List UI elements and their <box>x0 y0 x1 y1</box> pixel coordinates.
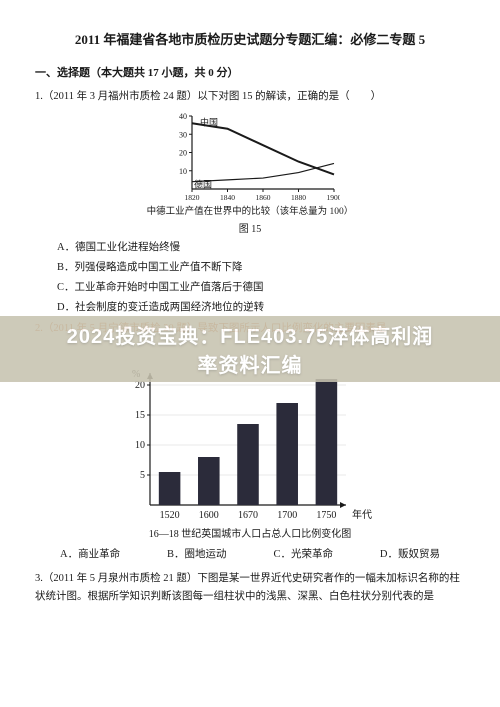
section-header: 一、选择题（本大题共 17 小题，共 0 分） <box>35 65 465 83</box>
overlay-line-2: 率资料汇编 <box>198 349 303 378</box>
svg-text:中国: 中国 <box>200 117 218 128</box>
q3-stem: 3.（2011 年 5 月泉州市质检 21 题）下图是某一世界近代史研究者作的一… <box>35 570 465 606</box>
q1-options: A．德国工业化进程始终慢 B．列强侵略造成中国工业产值不断下降 C．工业革命开始… <box>35 240 465 316</box>
svg-text:1840: 1840 <box>220 193 235 202</box>
svg-text:1750: 1750 <box>316 510 336 521</box>
svg-text:德国: 德国 <box>194 179 212 190</box>
q1-chart-caption: 图 15 <box>239 222 262 238</box>
q1-stem: 1.（2011 年 3 月福州市质检 24 题）以下对图 15 的解读，正确的是… <box>35 88 465 106</box>
document-title: 2011 年福建省各地市质检历史试题分专题汇编：必修二专题 5 <box>35 30 465 51</box>
svg-text:1670: 1670 <box>238 510 258 521</box>
q2-option-a: A．商业革命 <box>60 547 120 564</box>
q1-option-d: D．社会制度的变迁造成两国经济地位的逆转 <box>57 300 465 317</box>
svg-text:10: 10 <box>179 167 187 176</box>
q2-option-b: B．圈地运动 <box>167 547 227 564</box>
q1-chart-subcaption: 中德工业产值在世界中的比较（该年总量为 100） <box>147 205 354 220</box>
svg-text:40: 40 <box>179 112 187 121</box>
svg-text:15: 15 <box>135 410 145 421</box>
svg-text:10: 10 <box>135 440 145 451</box>
svg-text:20: 20 <box>135 380 145 391</box>
q2-option-d: D．贩奴贸易 <box>380 547 440 564</box>
q1-option-c: C．工业革命开始时中国工业产值落后于德国 <box>57 280 465 297</box>
svg-text:1900: 1900 <box>327 193 341 202</box>
svg-text:1600: 1600 <box>199 510 219 521</box>
overlay-line-1: 2024投资宝典：FLE403.75淬体高利润 <box>67 320 433 349</box>
q1-chart-container: 10 20 30 40 1820 1840 1860 1880 1900 中国德国 中德工业产值在… <box>35 110 465 238</box>
q2-chart-caption: 16—18 世纪英国城市人口占总人口比例变化图 <box>149 527 352 543</box>
overlay-banner: 2024投资宝典：FLE403.75淬体高利润 率资料汇编 <box>0 316 500 382</box>
q1-line-chart: 10 20 30 40 1820 1840 1860 1880 1900 中国德国 <box>160 110 340 205</box>
q2-options: A．商业革命 B．圈地运动 C．光荣革命 D．贩奴贸易 <box>35 547 465 564</box>
svg-text:1860: 1860 <box>256 193 271 202</box>
svg-text:1700: 1700 <box>277 510 297 521</box>
q2-bar-chart: 5101520%15201600167017001750年代 <box>120 365 380 525</box>
q1-option-a: A．德国工业化进程始终慢 <box>57 240 465 257</box>
svg-text:1880: 1880 <box>291 193 306 202</box>
q1-option-b: B．列强侵略造成中国工业产值不断下降 <box>57 260 465 277</box>
q2-option-c: C．光荣革命 <box>273 547 333 564</box>
svg-text:年代: 年代 <box>352 508 372 521</box>
svg-text:1520: 1520 <box>160 510 180 521</box>
svg-text:5: 5 <box>140 470 145 481</box>
q2-chart-container: 5101520%15201600167017001750年代 16—18 世纪英… <box>35 365 465 543</box>
svg-text:30: 30 <box>179 130 187 139</box>
svg-text:20: 20 <box>179 149 187 158</box>
svg-text:1820: 1820 <box>185 193 200 202</box>
